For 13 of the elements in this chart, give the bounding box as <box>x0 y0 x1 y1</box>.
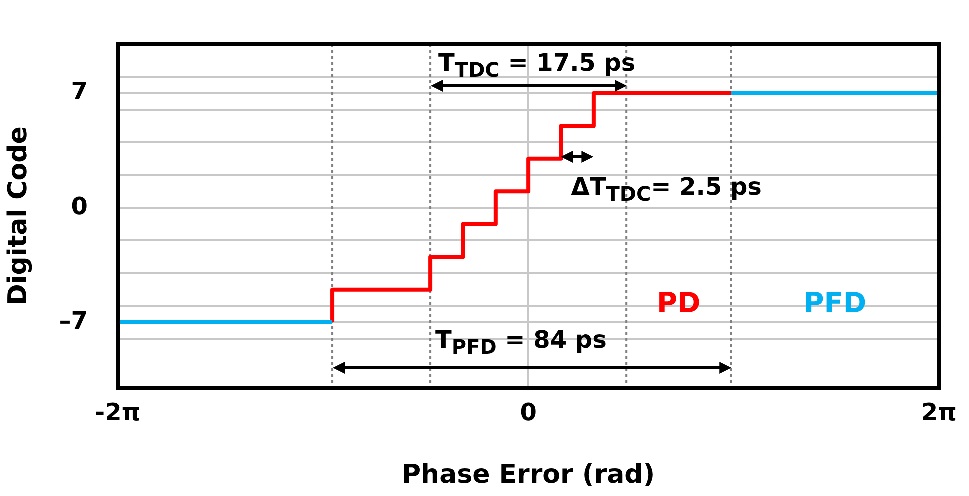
y-tick-label: –7 <box>59 306 88 335</box>
text: PD <box>656 286 701 320</box>
x-tick-label: 0 <box>520 398 537 427</box>
y-axis-title: Digital Code <box>3 126 34 306</box>
x-tick-label: 2π <box>921 398 957 427</box>
x-tick-label: -2π <box>95 398 141 427</box>
y-tick-label: 0 <box>71 192 88 220</box>
annotation: T$_{TDC}$ = 17.5 ps <box>438 49 636 84</box>
x-axis-title: Phase Error (rad) <box>402 460 656 490</box>
y-tick-label: 7 <box>71 78 88 106</box>
annotation: ΔT$_{TDC}$= 2.5 ps <box>571 173 762 208</box>
annotation: T$_{PFD}$ = 84 ps <box>436 326 607 361</box>
text: PFD <box>804 286 867 320</box>
